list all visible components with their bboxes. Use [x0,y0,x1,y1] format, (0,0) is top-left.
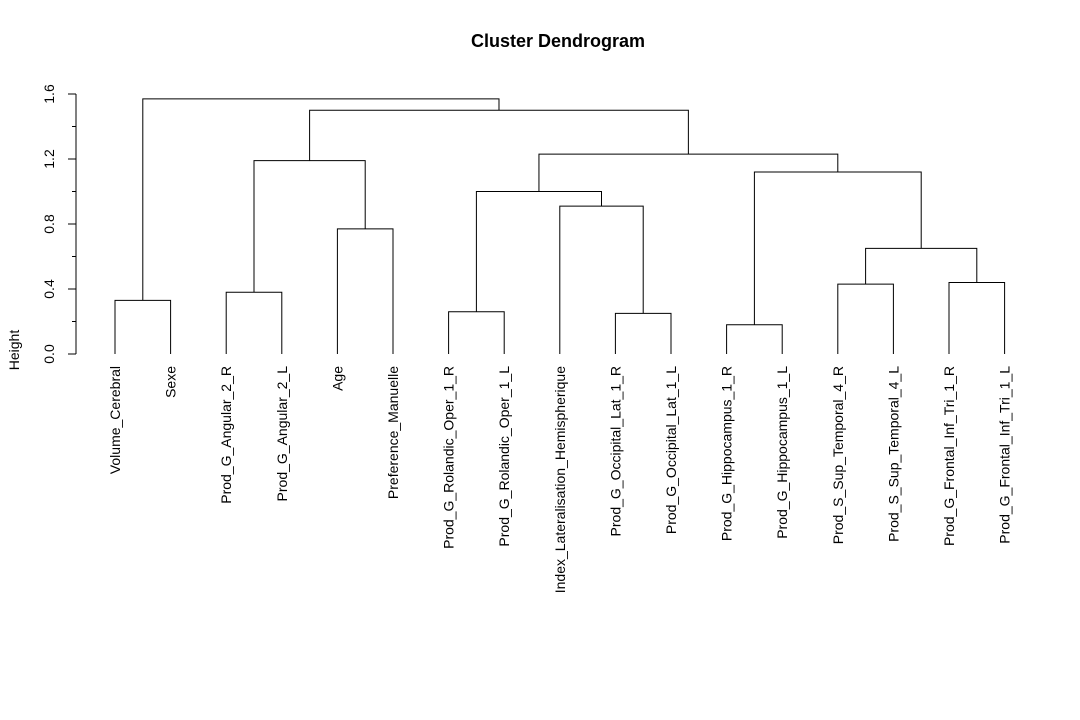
leaf-label: Prod_G_Angular_2_L [274,366,290,502]
dendrogram-branch [538,153,839,192]
leaf-label: Index_Lateralisation_Hemispherique [552,366,568,593]
leaf-label: Prod_G_Hippocampus_1_L [774,366,790,539]
leaf-label: Prod_S_Sup_Temporal_4_R [830,366,846,544]
dendrogram-branch [726,324,783,354]
dendrogram-branch [948,282,1006,354]
leaf-label: Prod_G_Rolandic_Oper_1_R [441,366,457,549]
leaf-label: Volume_Cerebral [107,366,123,474]
y-axis-label: Height [6,330,22,371]
dendrogram-branch [142,98,500,301]
leaf-label: Prod_G_Frontal_Inf_Tri_1_L [997,366,1013,544]
dendrogram-branch [475,191,602,312]
leaf-label: Prod_G_Frontal_Inf_Tri_1_R [941,366,957,546]
dendrogram-branch [614,312,672,354]
y-axis: 0.0 0.4 0.8 1.2 1.6 [41,84,77,364]
leaf-label: Prod_G_Angular_2_R [218,366,234,504]
leaf-label: Prod_G_Occipital_Lat_1_R [607,366,623,536]
dendrogram-branch [837,283,894,354]
dendrogram-branch [309,109,689,161]
dendrogram-branch [559,205,644,354]
leaf-label: Prod_S_Sup_Temporal_4_L [885,366,901,542]
dendrogram-branches [114,98,1006,354]
y-tick-label: 0.0 [41,344,57,364]
y-tick-label: 0.8 [41,214,57,234]
leaf-label: Prod_G_Hippocampus_1_R [719,366,735,541]
y-tick-label: 1.2 [41,149,57,169]
leaf-labels: Volume_Cerebral Sexe Prod_G_Angular_2_R Pro… [107,366,1013,593]
dendrogram-branch [865,247,978,285]
leaf-label: Preference_Manuelle [385,366,401,499]
dendrogram-branch [336,228,394,354]
leaf-label: Sexe [163,366,179,398]
dendrogram-branch [225,291,283,354]
chart-title: Cluster Dendrogram [471,31,645,51]
dendrogram-branch [114,299,172,354]
dendrogram-branch [448,311,505,354]
dendrogram-branch [253,160,366,293]
y-tick-label: 0.4 [41,279,57,299]
leaf-label: Prod_G_Occipital_Lat_1_L [663,366,679,534]
leaf-label: Prod_G_Rolandic_Oper_1_L [496,366,512,547]
leaf-label: Age [329,366,345,391]
y-tick-label: 1.6 [41,84,57,104]
